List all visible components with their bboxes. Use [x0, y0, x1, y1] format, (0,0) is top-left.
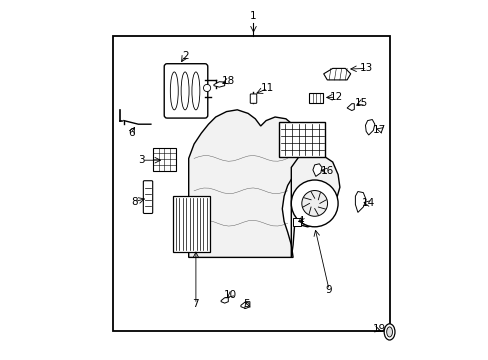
- Bar: [113, 36, 389, 331]
- Text: 8: 8: [131, 197, 138, 207]
- FancyBboxPatch shape: [143, 181, 152, 213]
- Text: 4: 4: [296, 216, 303, 226]
- Text: 11: 11: [261, 83, 274, 93]
- Bar: [172, 196, 210, 252]
- Text: 6: 6: [127, 128, 134, 138]
- Bar: [278, 122, 325, 157]
- Text: 2: 2: [182, 51, 188, 61]
- Text: 10: 10: [223, 290, 236, 300]
- Text: 16: 16: [320, 166, 333, 176]
- Text: 3: 3: [138, 155, 145, 165]
- Bar: [152, 148, 176, 171]
- Circle shape: [291, 180, 337, 227]
- Text: 14: 14: [361, 198, 375, 208]
- FancyBboxPatch shape: [250, 94, 256, 103]
- Text: 17: 17: [372, 125, 386, 135]
- Ellipse shape: [181, 72, 189, 110]
- Polygon shape: [241, 302, 249, 309]
- Polygon shape: [291, 151, 339, 257]
- Text: 9: 9: [325, 285, 332, 295]
- Text: 18: 18: [221, 76, 234, 86]
- Ellipse shape: [384, 324, 394, 340]
- Bar: [309, 93, 322, 103]
- Polygon shape: [213, 82, 224, 87]
- Ellipse shape: [192, 72, 200, 110]
- Text: 13: 13: [360, 63, 373, 73]
- Text: 15: 15: [354, 98, 367, 108]
- Text: 19: 19: [372, 324, 386, 334]
- Ellipse shape: [170, 72, 178, 110]
- Polygon shape: [188, 110, 303, 257]
- Polygon shape: [365, 120, 374, 135]
- FancyBboxPatch shape: [164, 64, 207, 118]
- Circle shape: [301, 190, 327, 216]
- Polygon shape: [346, 104, 354, 111]
- Bar: [292, 218, 301, 226]
- Text: 7: 7: [192, 299, 199, 309]
- Polygon shape: [312, 164, 321, 176]
- Polygon shape: [221, 298, 228, 303]
- Circle shape: [203, 84, 210, 91]
- Text: 5: 5: [243, 299, 249, 309]
- Polygon shape: [355, 192, 366, 212]
- Polygon shape: [323, 68, 350, 80]
- Text: 1: 1: [250, 11, 256, 21]
- Ellipse shape: [386, 327, 392, 337]
- Text: 12: 12: [329, 92, 342, 102]
